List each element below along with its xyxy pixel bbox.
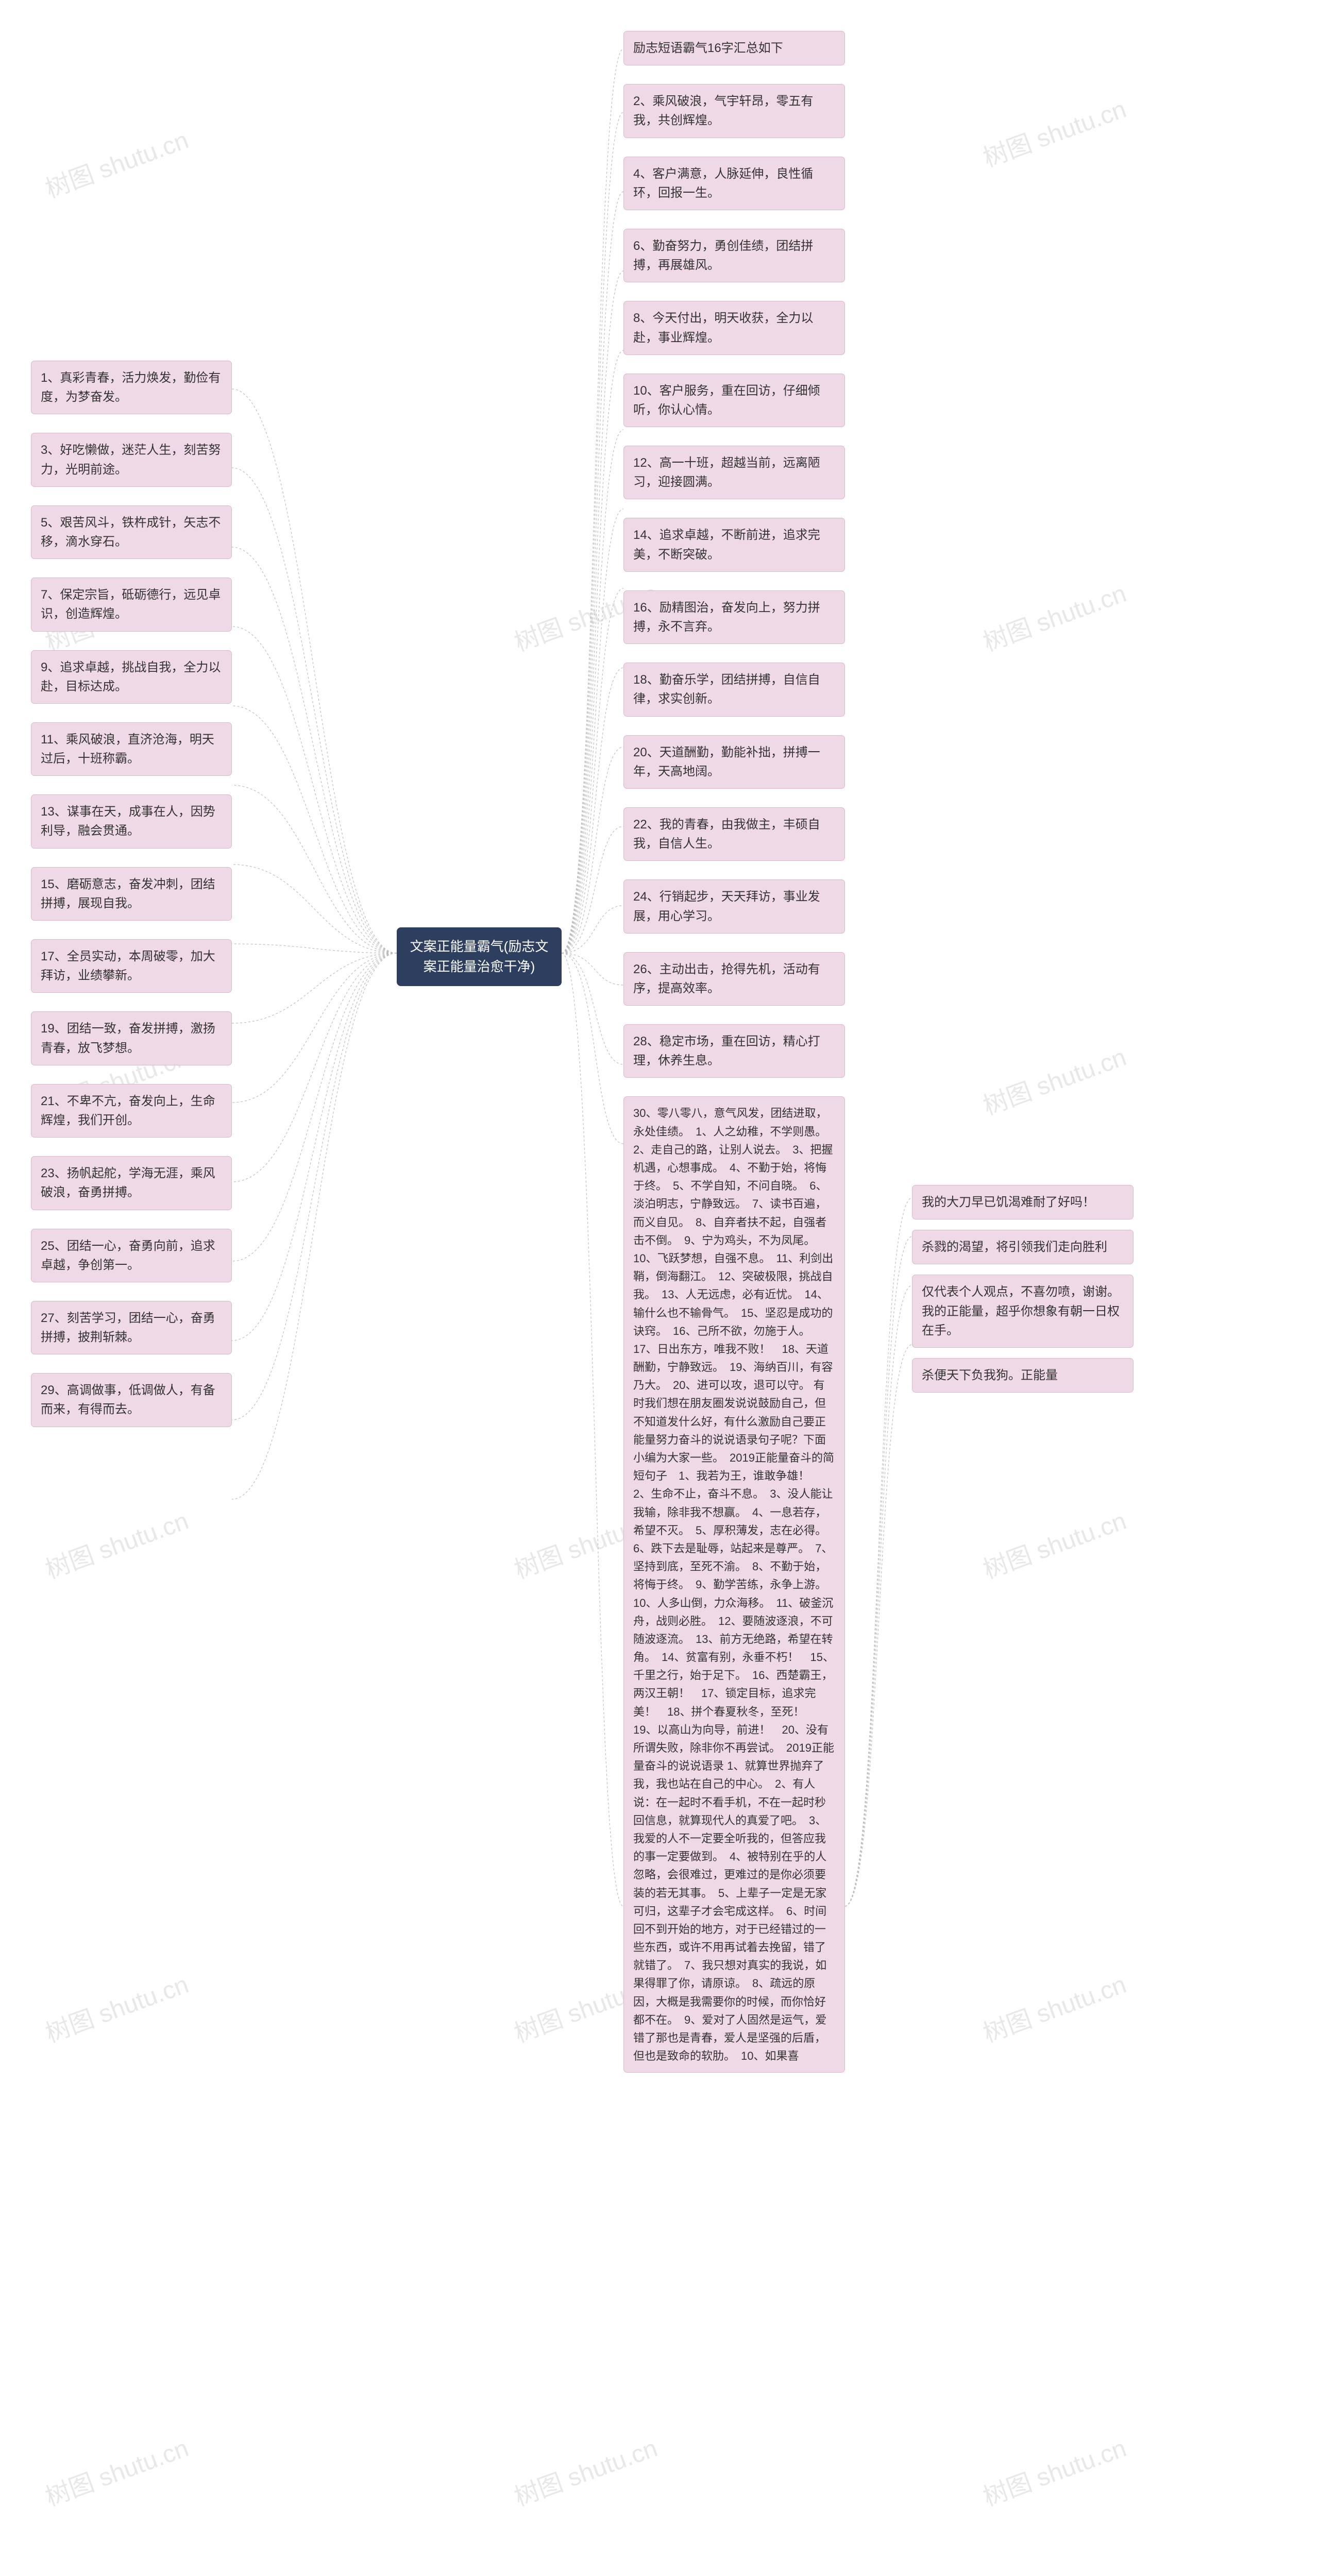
- left-node[interactable]: 27、刻苦学习，团结一心，奋勇拼搏，披荆斩棘。: [31, 1301, 232, 1354]
- left-node[interactable]: 23、扬帆起舵，学海无涯，乘风破浪，奋勇拼搏。: [31, 1156, 232, 1210]
- right-node[interactable]: 8、今天付出，明天收获，全力以赴，事业辉煌。: [623, 301, 845, 354]
- right-node[interactable]: 20、天道酬勤，勤能补拙，拼搏一年，天高地阔。: [623, 735, 845, 789]
- far-node[interactable]: 我的大刀早已饥渴难耐了好吗！: [912, 1185, 1134, 1219]
- watermark: 树图 shutu.cn: [977, 1037, 1130, 1122]
- right-node[interactable]: 4、客户满意，人脉延伸，良性循环，回报一生。: [623, 157, 845, 210]
- far-node[interactable]: 仅代表个人观点，不喜勿喷，谢谢。我的正能量，超乎你想象有朝一日权在手。: [912, 1275, 1134, 1348]
- left-node[interactable]: 25、团结一心，奋勇向前，追求卓越，争创第一。: [31, 1229, 232, 1282]
- right-branch: 励志短语霸气16字汇总如下 2、乘风破浪，气宇轩昂，零五有我，共创辉煌。 4、客…: [623, 31, 845, 2073]
- left-node[interactable]: 3、好吃懒做，迷茫人生，刻苦努力，光明前途。: [31, 433, 232, 486]
- far-node[interactable]: 杀戮的渴望，将引领我们走向胜利: [912, 1230, 1134, 1264]
- root-title: 文案正能量霸气(励志文案正能量治愈干净): [410, 939, 549, 974]
- right-node[interactable]: 励志短语霸气16字汇总如下: [623, 31, 845, 65]
- left-node[interactable]: 9、追求卓越，挑战自我，全力以赴，目标达成。: [31, 650, 232, 704]
- watermark: 树图 shutu.cn: [977, 2428, 1130, 2513]
- left-node[interactable]: 19、团结一致，奋发拼搏，激扬青春，放飞梦想。: [31, 1011, 232, 1065]
- watermark: 树图 shutu.cn: [40, 2428, 193, 2513]
- left-node[interactable]: 7、保定宗旨，砥砺德行，远见卓识，创造辉煌。: [31, 578, 232, 631]
- right-node[interactable]: 10、客户服务，重在回访，仔细倾听，你认心情。: [623, 374, 845, 427]
- right-node[interactable]: 24、行销起步，天天拜访，事业发展，用心学习。: [623, 879, 845, 933]
- right-node[interactable]: 22、我的青春，由我做主，丰硕自我，自信人生。: [623, 807, 845, 861]
- right-node[interactable]: 18、勤奋乐学，团结拼搏，自信自律，求实创新。: [623, 663, 845, 716]
- right-node[interactable]: 26、主动出击，抢得先机，活动有序，提高效率。: [623, 952, 845, 1006]
- watermark: 树图 shutu.cn: [509, 2428, 662, 2513]
- left-node[interactable]: 15、磨砺意志，奋发冲刺，团结拼搏，展现自我。: [31, 867, 232, 921]
- right-node[interactable]: 28、稳定市场，重在回访，精心打理，休养生息。: [623, 1024, 845, 1078]
- right-node[interactable]: 16、励精图治，奋发向上，努力拼搏，永不言弃。: [623, 590, 845, 644]
- watermark: 树图 shutu.cn: [977, 89, 1130, 174]
- left-node[interactable]: 1、真彩青春，活力焕发，勤俭有度，为梦奋发。: [31, 361, 232, 414]
- left-node[interactable]: 11、乘风破浪，直济沧海，明天过后，十班称霸。: [31, 722, 232, 776]
- watermark: 树图 shutu.cn: [40, 1500, 193, 1585]
- far-node[interactable]: 杀便天下负我狗。正能量: [912, 1358, 1134, 1393]
- far-branch: 我的大刀早已饥渴难耐了好吗！ 杀戮的渴望，将引领我们走向胜利 仅代表个人观点，不…: [912, 1185, 1134, 1393]
- right-node[interactable]: 14、追求卓越，不断前进，追求完美，不断突破。: [623, 518, 845, 571]
- watermark: 树图 shutu.cn: [977, 1964, 1130, 2049]
- right-node-long[interactable]: 30、零八零八，意气风发，团结进取，永处佳绩。 1、人之幼稚，不学则愚。 2、走…: [623, 1096, 845, 2073]
- right-node[interactable]: 12、高一十班，超越当前，远离陋习，迎接圆满。: [623, 446, 845, 499]
- right-node[interactable]: 6、勤奋努力，勇创佳绩，团结拼搏，再展雄风。: [623, 229, 845, 282]
- root-node[interactable]: 文案正能量霸气(励志文案正能量治愈干净): [397, 927, 562, 986]
- left-branch: 1、真彩青春，活力焕发，勤俭有度，为梦奋发。 3、好吃懒做，迷茫人生，刻苦努力，…: [31, 361, 232, 1427]
- left-node[interactable]: 29、高调做事，低调做人，有备而来，有得而去。: [31, 1373, 232, 1427]
- watermark: 树图 shutu.cn: [977, 1500, 1130, 1585]
- right-node[interactable]: 2、乘风破浪，气宇轩昂，零五有我，共创辉煌。: [623, 84, 845, 138]
- watermark: 树图 shutu.cn: [40, 1964, 193, 2049]
- watermark: 树图 shutu.cn: [40, 120, 193, 205]
- left-node[interactable]: 17、全员实动，本周破零，加大拜访，业绩攀新。: [31, 939, 232, 993]
- watermark: 树图 shutu.cn: [977, 573, 1130, 658]
- left-node[interactable]: 13、谋事在天，成事在人，因势利导，融会贯通。: [31, 794, 232, 848]
- left-node[interactable]: 21、不卑不亢，奋发向上，生命辉煌，我们开创。: [31, 1084, 232, 1138]
- left-node[interactable]: 5、艰苦风斗，铁杵成针，矢志不移，滴水穿石。: [31, 505, 232, 559]
